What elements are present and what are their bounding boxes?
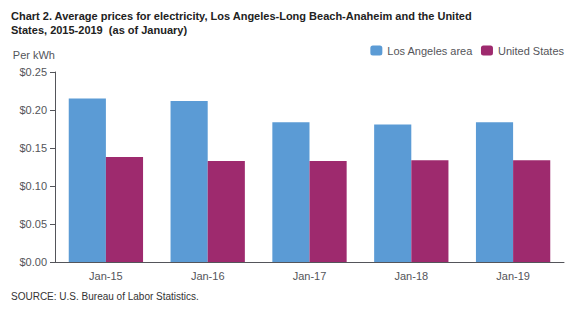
- svg-text:Jan-16: Jan-16: [191, 270, 225, 282]
- svg-text:Jan-19: Jan-19: [496, 270, 530, 282]
- svg-text:States, 2015-2019 (as of Janu: States, 2015-2019 (as of January): [11, 24, 187, 36]
- svg-text:$0.05: $0.05: [19, 218, 47, 230]
- svg-text:$0.20: $0.20: [19, 104, 47, 116]
- svg-text:Jan-15: Jan-15: [89, 270, 123, 282]
- svg-text:Los Angeles area: Los Angeles area: [387, 45, 473, 57]
- svg-text:Chart 2. Average prices for el: Chart 2. Average prices for electricity,…: [11, 10, 472, 22]
- svg-text:Jan-17: Jan-17: [293, 270, 327, 282]
- svg-text:$0.00: $0.00: [19, 256, 47, 268]
- svg-text:United States: United States: [498, 45, 565, 57]
- svg-text:$0.10: $0.10: [19, 180, 47, 192]
- svg-text:$0.25: $0.25: [19, 66, 47, 78]
- svg-text:Jan-18: Jan-18: [394, 270, 428, 282]
- svg-text:Per kWh: Per kWh: [13, 49, 55, 61]
- svg-text:SOURCE: U.S. Bureau of Labor S: SOURCE: U.S. Bureau of Labor Statistics.: [11, 291, 199, 302]
- svg-text:$0.15: $0.15: [19, 142, 47, 154]
